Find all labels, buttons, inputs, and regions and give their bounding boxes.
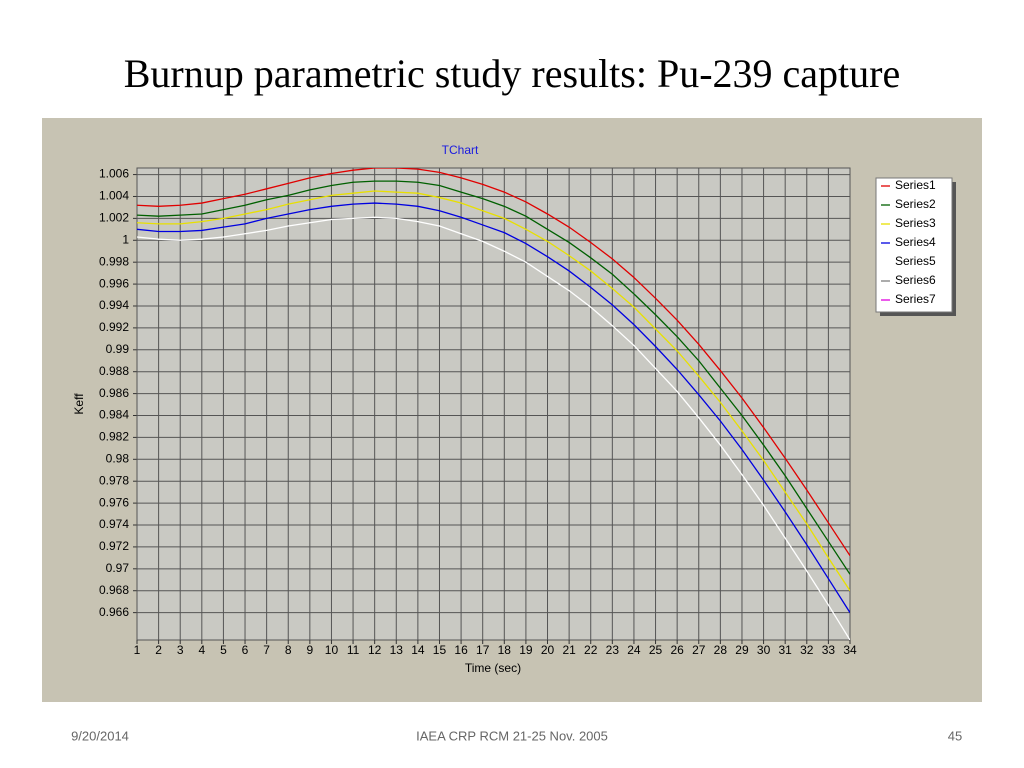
legend-box xyxy=(875,177,953,313)
x-tick-label: 15 xyxy=(433,643,447,657)
legend-label: Series2 xyxy=(895,197,936,211)
series-line xyxy=(137,168,850,557)
y-axis-label: Keff xyxy=(72,393,86,415)
x-tick-label: 6 xyxy=(242,643,249,657)
x-tick-label: 19 xyxy=(519,643,533,657)
y-tick-label: 0.998 xyxy=(99,254,129,268)
x-tick-label: 4 xyxy=(198,643,205,657)
y-tick-label: 0.976 xyxy=(99,495,129,509)
y-tick-label: 0.972 xyxy=(99,539,129,553)
x-tick-label: 25 xyxy=(649,643,663,657)
footer-center: IAEA CRP RCM 21-25 Nov. 2005 xyxy=(416,728,608,743)
x-tick-label: 3 xyxy=(177,643,184,657)
series-line xyxy=(137,202,850,613)
x-tick-label: 33 xyxy=(822,643,836,657)
legend-label: Series3 xyxy=(895,216,936,230)
y-tick-label: 1.002 xyxy=(99,211,129,225)
y-tick-label: 0.986 xyxy=(99,386,129,400)
y-tick-label: 1.004 xyxy=(99,189,129,203)
y-tick-label: 0.968 xyxy=(99,583,129,597)
x-tick-label: 17 xyxy=(476,643,490,657)
x-tick-label: 11 xyxy=(347,643,360,657)
y-tick-label: 0.996 xyxy=(99,276,129,290)
slide-title: Burnup parametric study results: Pu-239 … xyxy=(124,51,900,96)
y-tick-label: 0.978 xyxy=(99,473,129,487)
y-tick-label: 0.99 xyxy=(106,342,130,356)
y-tick-label: 1 xyxy=(122,232,129,246)
x-tick-label: 20 xyxy=(541,643,555,657)
series-line xyxy=(137,180,850,575)
y-tick-label: 0.98 xyxy=(106,451,130,465)
footer-page: 45 xyxy=(948,728,962,743)
x-tick-label: 10 xyxy=(325,643,339,657)
x-tick-label: 32 xyxy=(800,643,814,657)
x-tick-label: 22 xyxy=(584,643,598,657)
x-tick-label: 16 xyxy=(454,643,468,657)
series-line xyxy=(137,216,850,640)
x-tick-label: 31 xyxy=(779,643,793,657)
legend-label: Series7 xyxy=(895,292,936,306)
y-tick-label: 0.966 xyxy=(99,605,129,619)
x-tick-label: 34 xyxy=(843,643,857,657)
x-tick-label: 23 xyxy=(606,643,620,657)
y-tick-label: 1.006 xyxy=(99,167,129,181)
x-axis-label: Time (sec) xyxy=(465,661,521,675)
x-tick-label: 28 xyxy=(714,643,728,657)
x-tick-label: 18 xyxy=(498,643,512,657)
footer-date: 9/20/2014 xyxy=(71,728,129,743)
y-tick-label: 0.982 xyxy=(99,430,129,444)
x-tick-label: 21 xyxy=(562,643,576,657)
x-tick-label: 26 xyxy=(670,643,684,657)
x-tick-label: 2 xyxy=(155,643,162,657)
x-tick-label: 12 xyxy=(368,643,382,657)
y-tick-label: 0.974 xyxy=(99,517,129,531)
x-tick-label: 9 xyxy=(307,643,314,657)
x-tick-label: 8 xyxy=(285,643,292,657)
x-tick-label: 14 xyxy=(411,643,425,657)
x-tick-label: 29 xyxy=(735,643,749,657)
y-tick-label: 0.994 xyxy=(99,298,129,312)
chart-title: TChart xyxy=(442,143,479,157)
legend-label: Series5 xyxy=(895,254,936,268)
lines xyxy=(137,168,850,640)
y-tick-label: 0.992 xyxy=(99,320,129,334)
x-tick-label: 5 xyxy=(220,643,227,657)
legend-label: Series4 xyxy=(895,235,936,249)
legend-label: Series1 xyxy=(895,178,936,192)
legend-label: Series6 xyxy=(895,273,936,287)
x-tick-label: 1 xyxy=(134,643,141,657)
x-tick-label: 24 xyxy=(627,643,641,657)
y-tick-label: 0.97 xyxy=(106,561,130,575)
y-tick-label: 0.984 xyxy=(99,408,129,422)
y-tick-label: 0.988 xyxy=(99,364,129,378)
x-tick-label: 13 xyxy=(390,643,404,657)
x-tick-label: 27 xyxy=(692,643,706,657)
series-line xyxy=(137,190,850,592)
x-tick-label: 7 xyxy=(263,643,270,657)
x-tick-label: 30 xyxy=(757,643,771,657)
